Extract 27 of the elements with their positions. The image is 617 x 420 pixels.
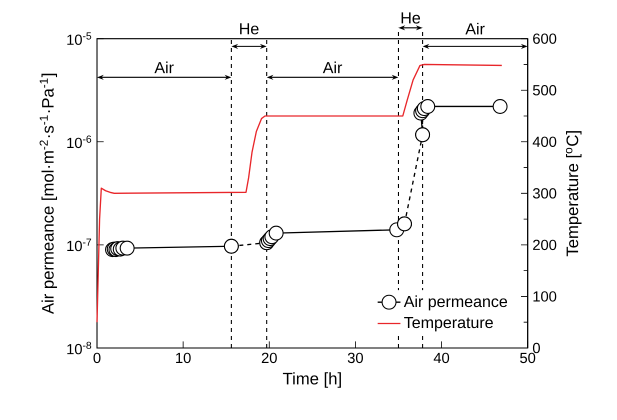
y2-tick-label: 200 [533, 240, 556, 250]
legend-label: Temperature [404, 317, 493, 332]
annotation: Air [154, 61, 174, 74]
y2-tick-label: 0 [532, 342, 540, 354]
text: He [402, 12, 420, 24]
x-tick-label: 30 [348, 352, 363, 364]
x-tick-label: 20 [262, 352, 277, 364]
x-tick-label: 10 [176, 352, 191, 364]
x-tick-label: 0 [93, 352, 100, 364]
y-axis-title: Air permeance [mol·m$^{-2}$·s$^{-1}$·Pa$^{-1}$] [40, 74, 58, 314]
legend-label: Air permeance [404, 295, 508, 310]
y-tick-label: 10$^{-7}$ [67, 238, 92, 252]
y-tick-label: 10$^{-6}$ [67, 135, 92, 148]
text: He [240, 23, 259, 34]
x-tick-label: 40 [434, 352, 450, 364]
x-tick-label: 50 [520, 352, 536, 364]
y2-axis-title: Temperature [$^{o}$C] [566, 131, 582, 256]
x-axis-title: Time [h] [282, 372, 341, 388]
y2-tick-label: 500 [532, 85, 556, 96]
y2-tick-label: 600 [533, 33, 556, 44]
y-tick-label: 10$^{-5}$ [67, 32, 92, 45]
y2-tick-label: 400 [532, 136, 556, 147]
annotation: Air [322, 61, 342, 74]
y2-tick-label: 100 [533, 291, 556, 302]
y-tick-label: 10$^{-8}$ [67, 342, 92, 354]
text: Air [465, 22, 485, 34]
y2-tick-label: 300 [532, 188, 556, 199]
